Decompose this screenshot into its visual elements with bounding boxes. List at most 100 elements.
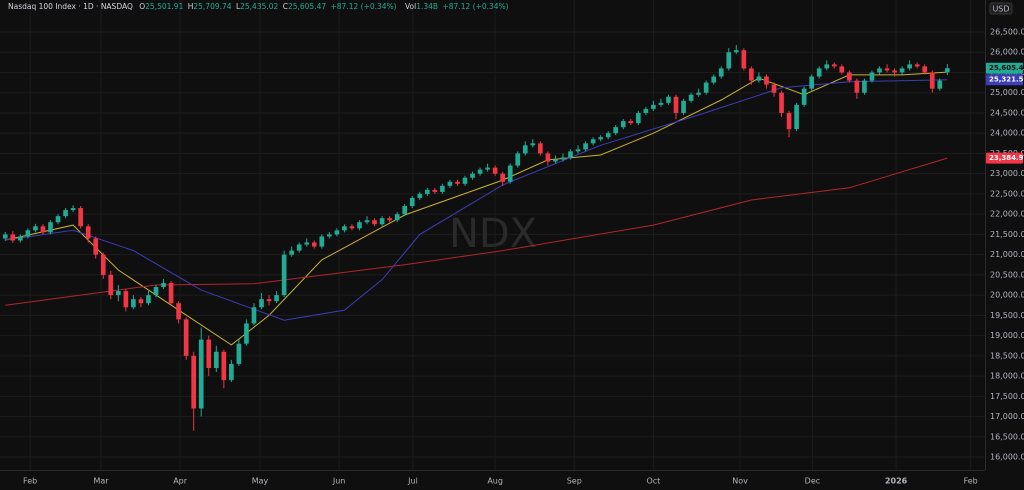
candle-body: [877, 68, 882, 73]
y-tick-label: 16,000.00: [990, 453, 1024, 462]
x-tick-label: Dec: [805, 477, 820, 486]
y-tick-label: 20,000.00: [990, 291, 1024, 300]
moving-average-line: [5, 71, 948, 346]
x-tick-label: 2026: [885, 477, 908, 486]
candle-body: [839, 66, 845, 73]
candle-body: [55, 216, 61, 223]
candle-body: [809, 76, 815, 89]
candle-body: [379, 218, 385, 225]
candle-body: [470, 173, 475, 178]
candle-body: [462, 177, 468, 184]
candle-body: [18, 236, 23, 241]
x-tick-label: Jul: [407, 477, 418, 486]
candle-body: [191, 355, 197, 409]
candle-body: [522, 145, 528, 154]
candle-body: [575, 149, 581, 152]
price-tag: [986, 74, 1023, 86]
y-tick-label: 19,500.00: [990, 311, 1024, 320]
candle-body: [281, 254, 287, 296]
candle-body: [733, 50, 739, 53]
moving-averages: [5, 71, 948, 346]
y-tick-label: 25,000.00: [990, 88, 1024, 97]
candle-body: [244, 323, 249, 344]
price-tag: [986, 62, 1023, 74]
y-tick-label: 19,000.00: [990, 331, 1024, 340]
y-tick-label: 17,000.00: [990, 412, 1024, 421]
candle-body: [862, 80, 867, 93]
y-tick-label: 26,500.00: [990, 27, 1024, 36]
candle-body: [327, 234, 332, 237]
candle-body: [432, 189, 438, 192]
candle-body: [568, 151, 573, 158]
volume-key: Vol: [405, 2, 416, 11]
currency-box[interactable]: [989, 2, 1013, 15]
ohlc-value: 25,709.74: [193, 2, 231, 11]
candle-body: [161, 282, 166, 288]
x-tick-label: Oct: [646, 477, 660, 486]
candle-body: [831, 64, 837, 67]
ohlc-value: 25,605.47: [288, 2, 326, 11]
candle-body: [590, 139, 596, 144]
candle-body: [146, 295, 151, 304]
x-tick-label: Mar: [93, 477, 109, 486]
candle-body: [937, 80, 943, 89]
candle-body: [779, 92, 784, 113]
y-tick-label: 22,000.00: [990, 210, 1024, 219]
candle-body: [628, 121, 634, 124]
candle-body: [25, 230, 31, 237]
currency: USD: [992, 5, 1009, 14]
y-tick-label: 26,000.00: [990, 48, 1024, 57]
candle-body: [643, 108, 649, 113]
candle-body: [492, 167, 498, 174]
candle-body: [869, 72, 875, 81]
candle-body: [417, 193, 423, 198]
price-tag-label: 23,384.93: [989, 154, 1024, 162]
candle-body: [424, 189, 430, 194]
candle-body: [477, 169, 483, 174]
candle-body: [48, 222, 53, 233]
x-tick-label: Sep: [567, 477, 582, 486]
x-tick-label: Nov: [732, 477, 748, 486]
candle-body: [10, 234, 16, 241]
candle-body: [357, 222, 362, 229]
candle-body: [153, 287, 159, 296]
x-tick-label: May: [252, 477, 269, 486]
candle-body: [63, 210, 68, 217]
candle-body: [944, 68, 950, 73]
candle-body: [801, 88, 807, 105]
candle-body: [259, 299, 264, 308]
volume-change: +87.12 (+0.34%): [442, 2, 508, 11]
symbol: Nasdaq 100 Index · 1D · NASDAQ: [8, 2, 133, 11]
y-tick-label: 16,500.00: [990, 432, 1024, 441]
candle-body: [131, 299, 136, 308]
y-tick-label: 24,000.00: [990, 129, 1024, 138]
candle-body: [847, 72, 852, 81]
candle-body: [229, 363, 234, 381]
y-tick-label: 17,500.00: [990, 392, 1024, 401]
candle-body: [364, 220, 370, 223]
ohlc-key: H: [188, 2, 194, 11]
price-tag: [986, 152, 1023, 164]
candle-body: [213, 351, 219, 368]
candle-body: [78, 208, 83, 227]
x-tick-label: Apr: [173, 477, 188, 486]
candle-body: [914, 64, 920, 67]
candle-body: [613, 127, 619, 134]
candles: [2, 44, 950, 431]
y-tick-label: 21,000.00: [990, 250, 1024, 259]
candle-body: [816, 68, 822, 77]
candle-body: [440, 185, 445, 192]
x-tick-label: Feb: [964, 477, 978, 486]
candle-body: [764, 76, 769, 85]
candle-body: [409, 197, 415, 207]
candle-body: [334, 230, 340, 235]
candle-body: [530, 143, 536, 146]
ohlc-value: 25,435.02: [240, 2, 278, 11]
candle-body: [183, 319, 189, 356]
candle-body: [718, 68, 724, 77]
candle-body: [455, 181, 460, 184]
ohlc-key: C: [283, 2, 288, 11]
candle-body: [899, 68, 905, 73]
ohlc-key: O: [139, 2, 145, 11]
candle-body: [907, 64, 912, 69]
